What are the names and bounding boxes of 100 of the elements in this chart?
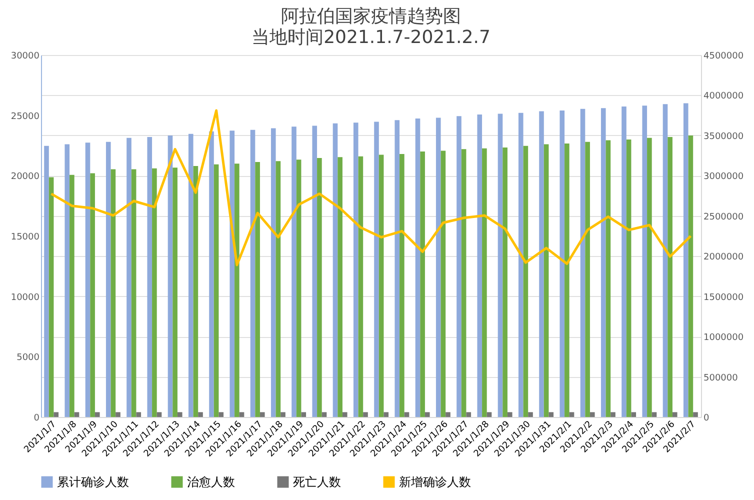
bar [486,412,492,417]
bar [662,104,668,417]
y2-tick-label: 1000000 [704,333,744,344]
bar [332,123,338,417]
bar [436,118,441,417]
bar [585,142,590,417]
bar [172,168,178,417]
bar [209,131,214,417]
line-series [50,109,692,266]
bar [378,154,384,417]
y-tick-label: 25000 [10,112,40,122]
bar [136,412,142,417]
bar [400,154,404,417]
bar [564,143,570,417]
y-tick-label: 0 [34,414,40,424]
bar [322,412,327,417]
bar [152,168,157,417]
bar [198,412,203,417]
chart-title: 阿拉伯国家疫情趋势图 [281,6,461,27]
bar [560,110,565,417]
bar [90,173,95,417]
bar [420,152,425,417]
bar [54,412,59,417]
bar [622,106,626,417]
bar [374,122,379,417]
bar [610,412,616,417]
bar [312,126,318,417]
bar [590,412,595,417]
bar [461,149,466,417]
bar [250,130,256,417]
bar [131,169,136,417]
bar [693,412,698,417]
bar [363,412,368,417]
bar [74,412,80,417]
bar [116,412,120,417]
bar [498,114,503,417]
bar [523,146,528,417]
y2-tick-label: 4500000 [704,52,744,62]
legend-label: 新增确诊人数 [399,475,471,489]
bar [94,412,100,417]
bar [647,138,652,417]
bar [301,412,306,417]
y2-tick-label: 4000000 [704,92,744,102]
legend-label: 死亡人数 [293,475,341,489]
bar [631,412,636,417]
bar [539,111,544,417]
bar [606,140,611,417]
bar [626,139,632,417]
bar [668,137,672,417]
bar [260,412,265,417]
bar [106,142,111,417]
legend-label: 治愈人数 [187,475,235,489]
y-tick-label: 30000 [10,52,40,62]
y2-tick-label: 2500000 [704,212,744,222]
bar [642,106,648,417]
bar [48,177,54,417]
bar [518,112,524,417]
bar [456,116,462,417]
bar [193,166,198,417]
bar [482,148,487,417]
bar [502,148,508,417]
bar [384,412,389,417]
chart-subtitle: 当地时间2021.1.7-2021.2.7 [252,27,490,48]
y-tick-label: 5000 [16,353,40,364]
bar [580,108,586,417]
bar [404,412,410,417]
y2-tick-label: 2000000 [704,252,744,263]
y2-tick-label: 0 [704,414,710,424]
bar [600,108,606,417]
bar [280,412,286,417]
bar [415,118,420,417]
bar [255,162,260,417]
bar [70,174,74,417]
bar [446,412,450,417]
bar [548,412,554,417]
bar [394,120,400,417]
bar [85,142,90,417]
bar [214,164,219,417]
y-tick-label: 10000 [10,292,40,303]
bar [230,130,235,417]
bar [688,135,694,417]
bar [424,412,430,417]
bar [544,144,549,417]
bar [296,160,302,417]
bar [110,169,116,417]
bar [126,138,132,417]
bar [218,412,224,417]
bar [292,126,296,417]
bar [276,161,281,417]
bar [528,412,533,417]
y-tick-label: 15000 [10,232,40,242]
bar [64,144,70,417]
bar [353,122,358,417]
bar [440,150,446,417]
bar [358,156,364,417]
bar [168,135,173,417]
bar [683,103,688,417]
y2-tick-label: 1500000 [704,292,744,303]
y-tick-label: 20000 [10,172,40,182]
bar [672,412,678,417]
